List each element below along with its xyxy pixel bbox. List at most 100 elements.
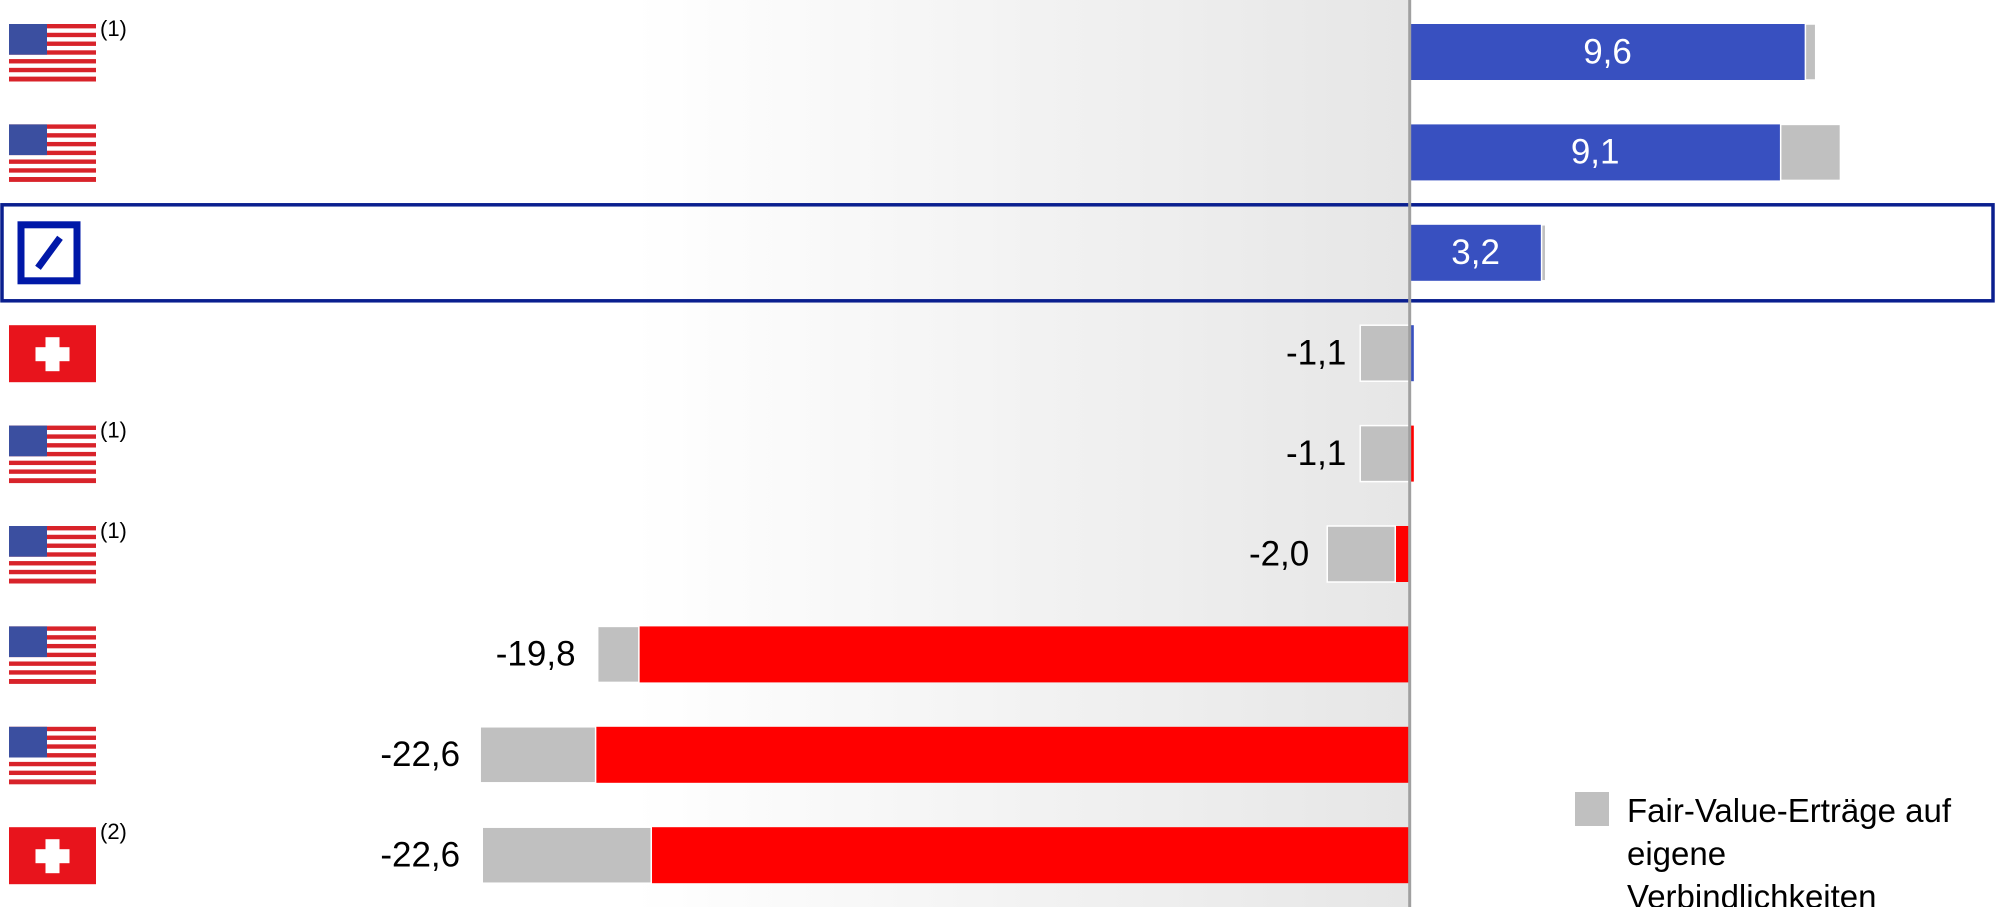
stripe [9, 674, 96, 680]
icon [9, 124, 96, 182]
bar [1395, 526, 1410, 582]
stripe [9, 425, 96, 431]
stripe [9, 137, 96, 143]
canton [9, 24, 47, 55]
stripe [9, 635, 96, 641]
stripe [9, 543, 96, 549]
value-label: -2,0 [1249, 534, 1309, 573]
stripe [9, 539, 96, 545]
stripe [9, 726, 96, 732]
stripe [9, 155, 96, 160]
bar [595, 726, 1410, 783]
bar [1779, 123, 1842, 182]
legend-label: Fair-Value-Erträge auf eigene Verbindlic… [1627, 792, 1952, 907]
icon [9, 425, 96, 484]
stripe [9, 50, 96, 56]
cross [35, 347, 70, 362]
footnote: (1) [100, 417, 127, 442]
stripe [9, 744, 96, 750]
bar [596, 625, 640, 684]
highlight-box [0, 203, 1995, 303]
stripe [9, 569, 96, 575]
stripe [9, 766, 96, 772]
footnote: (1) [100, 518, 127, 543]
stripe [9, 779, 96, 785]
stripe [9, 753, 96, 758]
stripe [9, 775, 96, 780]
stripe [9, 648, 96, 654]
stripe [9, 28, 96, 34]
stripe [9, 661, 96, 667]
stripe [9, 534, 96, 540]
bar [1326, 525, 1397, 583]
stripe [9, 665, 96, 671]
value-label: -1,1 [1286, 333, 1346, 372]
icon [9, 827, 96, 885]
stripe [9, 478, 96, 484]
stripe [9, 45, 96, 51]
stripe [9, 159, 96, 165]
stripe [9, 434, 96, 440]
stripe [9, 530, 96, 536]
bar [479, 726, 597, 784]
canton [9, 526, 47, 557]
stripe [9, 731, 96, 737]
stripe [9, 561, 96, 566]
icon [9, 24, 96, 82]
stripe [9, 168, 96, 174]
stripe [9, 163, 96, 169]
stripe [9, 24, 96, 29]
cross [35, 849, 70, 864]
bar [1540, 224, 1547, 282]
stripe [9, 141, 96, 147]
value-label: 9,6 [1583, 32, 1632, 71]
bar [1409, 325, 1414, 382]
icon [9, 325, 96, 383]
icon [9, 526, 96, 584]
logo [17, 221, 81, 285]
stripe [9, 578, 96, 584]
stripe [9, 456, 96, 462]
stripe [9, 739, 96, 745]
stripe [9, 59, 96, 64]
stripe [9, 76, 96, 82]
stripe [9, 657, 96, 662]
value-label: 9,1 [1571, 133, 1620, 172]
bar [1804, 23, 1817, 81]
stripe [9, 761, 96, 767]
bar [1409, 425, 1414, 482]
stripe [9, 679, 96, 684]
stripe [9, 643, 96, 649]
stripe [9, 443, 96, 449]
bar [1359, 324, 1411, 382]
icon [9, 626, 96, 684]
stripe [9, 177, 96, 182]
value-label: -22,6 [380, 835, 460, 874]
stripe [9, 37, 96, 43]
stripe [9, 172, 96, 178]
stripe [9, 41, 96, 47]
canton [9, 626, 47, 658]
icon [9, 726, 96, 785]
stripe [9, 460, 96, 466]
stripe [9, 451, 96, 457]
stripe [9, 447, 96, 453]
footnote: (1) [100, 16, 127, 41]
bar [1409, 124, 1781, 181]
stripe [9, 626, 96, 632]
canton [9, 726, 47, 758]
stripe [9, 63, 96, 69]
stripe [9, 630, 96, 636]
bar [651, 827, 1410, 884]
stripe [9, 748, 96, 754]
stripe [9, 639, 96, 645]
stripe [9, 133, 96, 139]
stripe [9, 473, 96, 479]
stripe [9, 438, 96, 444]
stripe [9, 465, 96, 470]
stripe [9, 526, 96, 531]
icon [17, 221, 81, 285]
stripe [9, 72, 96, 78]
